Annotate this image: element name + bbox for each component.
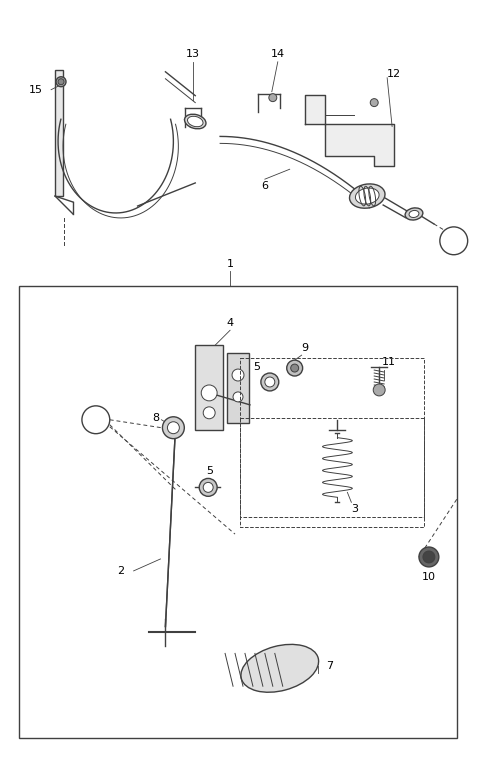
- Circle shape: [291, 364, 299, 372]
- Text: 8: 8: [152, 413, 159, 423]
- Circle shape: [56, 77, 66, 87]
- Text: 14: 14: [271, 49, 285, 59]
- Text: 6: 6: [261, 181, 268, 191]
- Circle shape: [265, 377, 275, 387]
- Circle shape: [58, 79, 64, 85]
- Circle shape: [199, 478, 217, 496]
- Circle shape: [423, 551, 435, 563]
- Text: A: A: [93, 414, 99, 425]
- Circle shape: [419, 547, 439, 567]
- Text: 5: 5: [207, 467, 214, 477]
- Circle shape: [373, 384, 385, 396]
- Text: 3: 3: [351, 504, 358, 515]
- Text: 10: 10: [422, 572, 436, 582]
- Bar: [227, 353, 249, 423]
- Text: 4: 4: [227, 318, 234, 329]
- Bar: [240, 358, 424, 517]
- Text: 13: 13: [186, 49, 200, 59]
- Circle shape: [269, 93, 277, 102]
- Circle shape: [232, 369, 244, 381]
- Circle shape: [82, 406, 110, 433]
- Circle shape: [201, 385, 217, 401]
- Circle shape: [203, 407, 215, 419]
- Circle shape: [168, 422, 180, 433]
- Polygon shape: [305, 95, 394, 166]
- Text: 12: 12: [387, 69, 401, 79]
- Text: 11: 11: [382, 357, 396, 367]
- Text: 5: 5: [253, 362, 261, 372]
- Circle shape: [440, 227, 468, 255]
- Ellipse shape: [409, 210, 419, 218]
- Text: 2: 2: [117, 566, 124, 576]
- Bar: [240, 417, 424, 528]
- Text: 9: 9: [301, 343, 308, 353]
- Text: 1: 1: [227, 259, 234, 269]
- Ellipse shape: [188, 116, 203, 127]
- Bar: [195, 345, 223, 430]
- Circle shape: [233, 392, 243, 402]
- Text: A: A: [450, 236, 457, 246]
- Ellipse shape: [405, 208, 423, 220]
- Circle shape: [287, 360, 302, 376]
- Ellipse shape: [355, 188, 379, 204]
- Ellipse shape: [241, 644, 319, 692]
- Circle shape: [261, 373, 279, 391]
- Bar: [19, 285, 457, 738]
- Ellipse shape: [184, 114, 206, 129]
- Text: 7: 7: [326, 661, 333, 671]
- Circle shape: [203, 483, 213, 493]
- Text: 15: 15: [29, 85, 43, 95]
- Bar: [55, 70, 63, 196]
- Circle shape: [370, 99, 378, 106]
- Circle shape: [162, 417, 184, 439]
- Ellipse shape: [349, 184, 385, 208]
